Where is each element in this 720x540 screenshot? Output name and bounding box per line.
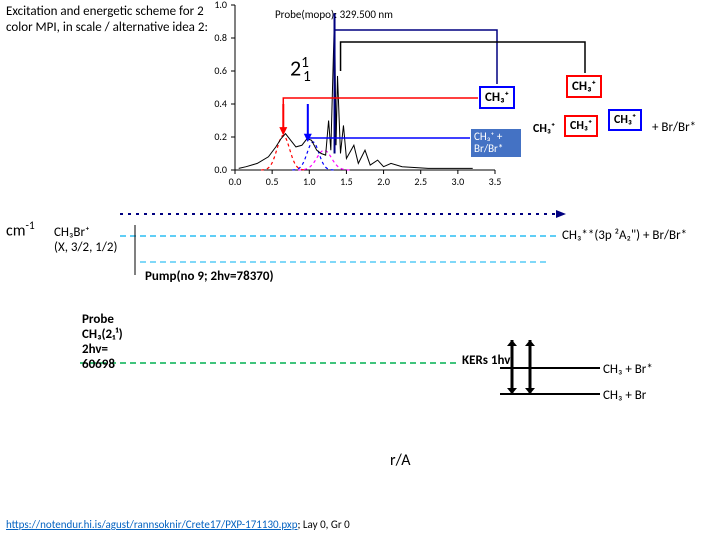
svg-text:1.0: 1.0: [303, 175, 316, 188]
ch3br-plus-block: CH₃Br⁺ (X, 3/2, 1/2): [54, 226, 117, 256]
pump-label: Pump(no 9; 2hv=78370): [145, 270, 274, 285]
svg-text:3.5: 3.5: [489, 175, 502, 188]
svg-text:0.4: 0.4: [214, 97, 227, 110]
probe-block: Probe CH₃(2₁¹) 2hv= 60698: [82, 313, 123, 373]
svg-text:1.5: 1.5: [340, 175, 353, 188]
footer-link[interactable]: https://notendur.hi.is/agust/rannsoknir/…: [6, 518, 297, 531]
svg-text:0.8: 0.8: [214, 31, 227, 44]
svg-text:3.0: 3.0: [452, 175, 465, 188]
kers-label: KERs 1hv: [462, 353, 510, 369]
ch3-plus-red-box-top: CH₃⁺: [566, 75, 602, 98]
footer-tail: ; Lay 0, Gr 0: [297, 518, 349, 531]
svg-text:1.0: 1.0: [214, 0, 227, 11]
ch3-plus-mid-1: CH₃⁺: [529, 120, 559, 138]
ch3-star-star-label: CH₃**(3p ²A₂") + Br/Br*: [562, 229, 687, 244]
ch3-plus-blue-box: CH₃⁺: [479, 86, 515, 109]
probe-mopo-label: Probe(mopo): 329.500 nm: [275, 8, 393, 21]
svg-text:2.0: 2.0: [377, 175, 390, 188]
svg-text:0.0: 0.0: [229, 175, 242, 188]
ch3-br-label: CH₃ + Br: [603, 389, 646, 404]
svg-text:0.0: 0.0: [214, 163, 227, 176]
svg-text:0.6: 0.6: [214, 64, 227, 77]
two-one-one-label: 211: [290, 53, 311, 86]
plus-br-br-star: + Br/Br*: [652, 121, 696, 136]
svg-text:2.5: 2.5: [414, 175, 427, 188]
r-over-a-label: r/A: [390, 451, 410, 470]
ch3-br-star-label: CH₃ + Br*: [603, 363, 653, 378]
ch3-br-blue-box: CH₃⁺ + Br/Br*: [471, 129, 521, 157]
chart-svg: 0.0 0.5 1.0 1.5 2.0 2.5 3.0 3.5 0.0 0.2 0.4 0.6 0.8 1…: [0, 0, 720, 540]
svg-text:0.5: 0.5: [266, 175, 279, 188]
cm-minus1: cm-1: [6, 219, 35, 240]
svg-text:0.2: 0.2: [214, 130, 227, 143]
ch3-plus-mid-2: CH₃⁺: [564, 115, 598, 137]
footer: https://notendur.hi.is/agust/rannsoknir/…: [6, 514, 350, 533]
ch3-plus-mid-3: CH₃⁺: [608, 109, 642, 131]
